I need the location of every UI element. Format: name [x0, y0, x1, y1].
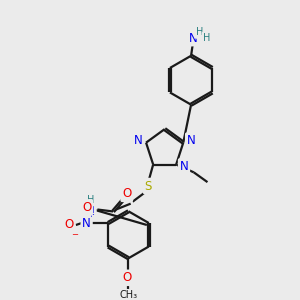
- Text: N: N: [189, 32, 197, 45]
- Text: O: O: [122, 271, 131, 284]
- Text: O: O: [64, 218, 74, 232]
- Text: H: H: [203, 33, 210, 43]
- Text: H: H: [87, 195, 94, 205]
- Text: N: N: [180, 160, 188, 173]
- Text: O: O: [122, 188, 131, 200]
- Text: S: S: [145, 179, 152, 193]
- Text: N: N: [82, 217, 91, 230]
- Text: CH₃: CH₃: [119, 290, 137, 300]
- Text: N: N: [134, 134, 142, 147]
- Text: H: H: [196, 27, 204, 37]
- Text: O: O: [82, 201, 91, 214]
- Text: +: +: [87, 210, 94, 219]
- Text: −: −: [71, 230, 78, 239]
- Text: N: N: [187, 134, 196, 147]
- Text: N: N: [86, 203, 95, 216]
